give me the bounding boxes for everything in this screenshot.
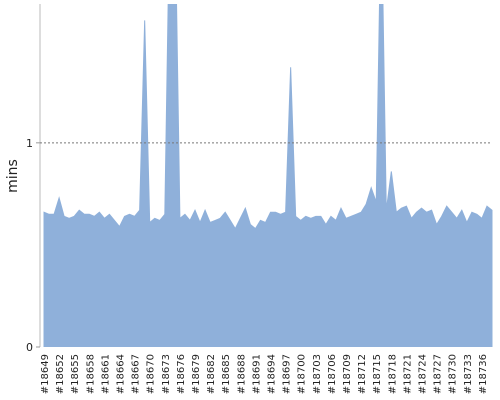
x-tick-label: #18724 bbox=[418, 354, 429, 394]
x-tick-label: #18712 bbox=[357, 354, 368, 394]
x-tick-label: #18661 bbox=[100, 354, 111, 394]
x-tick-label: #18727 bbox=[433, 354, 444, 394]
x-tick-label: #18709 bbox=[342, 354, 353, 394]
x-tick-label: #18655 bbox=[70, 354, 81, 394]
x-tick-label: #18670 bbox=[146, 354, 157, 394]
y-tick-label: 0 bbox=[26, 341, 33, 354]
x-tick-label: #18658 bbox=[85, 354, 96, 394]
y-tick-label: 1 bbox=[26, 137, 33, 150]
x-tick-label: #18733 bbox=[463, 354, 474, 394]
x-tick-label: #18718 bbox=[387, 354, 398, 394]
x-tick-label: #18730 bbox=[448, 354, 459, 394]
x-tick-label: #18715 bbox=[372, 354, 383, 394]
y-axis-label: mins bbox=[5, 159, 21, 193]
x-tick-label: #18679 bbox=[191, 354, 202, 394]
x-tick-label: #18688 bbox=[236, 354, 247, 394]
x-tick-label: #18721 bbox=[402, 354, 413, 394]
x-tick-label: #18700 bbox=[297, 354, 308, 394]
x-tick-label: #18697 bbox=[282, 354, 293, 394]
x-tick-label: #18694 bbox=[267, 354, 278, 394]
x-tick-label: #18691 bbox=[251, 354, 262, 394]
x-tick-label: #18673 bbox=[161, 354, 172, 394]
area bbox=[43, 4, 493, 347]
x-tick-label: #18676 bbox=[176, 354, 187, 394]
x-tick-label: #18667 bbox=[131, 354, 142, 394]
x-tick-label: #18664 bbox=[116, 354, 127, 394]
x-tick-label: #18649 bbox=[40, 354, 51, 394]
x-tick-label: #18685 bbox=[221, 354, 232, 394]
plot-area bbox=[43, 4, 493, 347]
x-tick-label: #18652 bbox=[55, 354, 66, 394]
x-tick-label: #18682 bbox=[206, 354, 217, 394]
x-tick-label: #18736 bbox=[478, 354, 489, 394]
x-tick-label: #18706 bbox=[327, 354, 338, 394]
x-tick-label: #18703 bbox=[312, 354, 323, 394]
